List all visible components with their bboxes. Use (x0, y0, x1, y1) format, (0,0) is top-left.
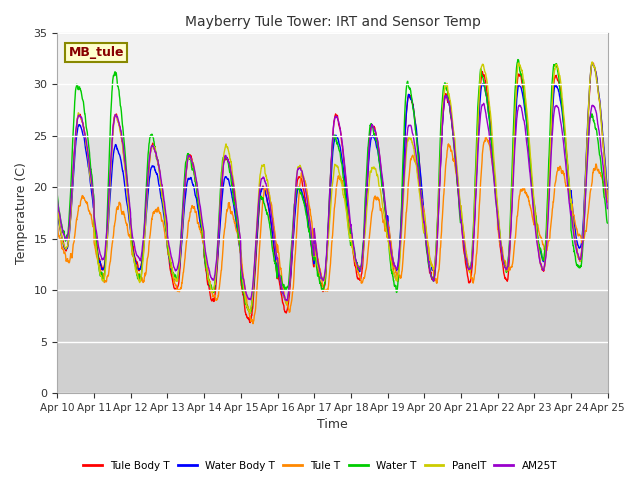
AM25T (283, 298, 291, 304)
Tule Body T (349, 243, 356, 249)
Legend: Tule Body T, Water Body T, Tule T, Water T, PanelT, AM25T: Tule Body T, Water Body T, Tule T, Water… (79, 456, 561, 475)
Tule T (249, 321, 257, 326)
Water Body T (589, 61, 596, 67)
PanelT (555, 70, 563, 76)
Water Body T (246, 309, 253, 315)
Water T (571, 250, 579, 256)
Line: Tule T: Tule T (58, 137, 607, 324)
Tule T (493, 197, 500, 203)
Tule T (556, 167, 563, 173)
PanelT (349, 243, 356, 249)
Line: Water T: Water T (58, 60, 607, 313)
AM25T (604, 206, 611, 212)
Text: MB_tule: MB_tule (68, 47, 124, 60)
AM25T (556, 110, 563, 116)
Tule Body T (570, 232, 578, 238)
Bar (58, 136, 608, 290)
Tule T (360, 275, 368, 280)
Water T (493, 201, 500, 207)
Tule T (604, 199, 611, 205)
Bar (58, 33, 608, 136)
Tule Body T (588, 60, 596, 66)
Line: PanelT: PanelT (58, 62, 607, 313)
Water T (604, 220, 611, 226)
Water Body T (349, 237, 356, 242)
Water Body T (54, 209, 61, 215)
PanelT (604, 194, 611, 200)
X-axis label: Time: Time (317, 419, 348, 432)
PanelT (246, 310, 254, 316)
Y-axis label: Temperature (C): Temperature (C) (15, 162, 28, 264)
Line: AM25T: AM25T (58, 96, 607, 301)
AM25T (493, 204, 500, 210)
AM25T (207, 274, 214, 280)
Tule Body T (493, 198, 500, 204)
Water Body T (555, 89, 563, 95)
Tule Body T (246, 320, 254, 325)
Water Body T (604, 186, 611, 192)
AM25T (360, 226, 368, 232)
Tule Body T (54, 204, 61, 210)
Tule Body T (207, 296, 214, 302)
Water T (349, 241, 356, 247)
AM25T (442, 93, 449, 98)
PanelT (360, 238, 368, 244)
PanelT (54, 203, 61, 209)
PanelT (588, 59, 596, 65)
Water T (360, 216, 368, 222)
Title: Mayberry Tule Tower: IRT and Sensor Temp: Mayberry Tule Tower: IRT and Sensor Temp (184, 15, 481, 29)
Water T (246, 310, 254, 316)
PanelT (207, 285, 214, 291)
PanelT (570, 229, 578, 235)
PanelT (493, 186, 500, 192)
Line: Tule Body T: Tule Body T (58, 63, 607, 323)
Tule Body T (604, 195, 611, 201)
Water T (54, 193, 61, 199)
AM25T (571, 237, 579, 243)
Water Body T (360, 230, 368, 236)
Water Body T (570, 220, 578, 226)
AM25T (54, 197, 61, 203)
Tule T (349, 244, 356, 250)
Water T (207, 282, 214, 288)
AM25T (349, 236, 356, 241)
Tule T (571, 217, 579, 223)
Tule T (54, 222, 61, 228)
Tule T (207, 286, 214, 291)
Water Body T (493, 194, 500, 200)
Tule Body T (555, 82, 563, 88)
Tule T (482, 134, 490, 140)
Water T (556, 80, 563, 85)
Tule Body T (360, 232, 368, 238)
Water Body T (207, 286, 214, 291)
Water T (514, 57, 522, 62)
Bar (58, 290, 608, 393)
Line: Water Body T: Water Body T (58, 64, 607, 312)
